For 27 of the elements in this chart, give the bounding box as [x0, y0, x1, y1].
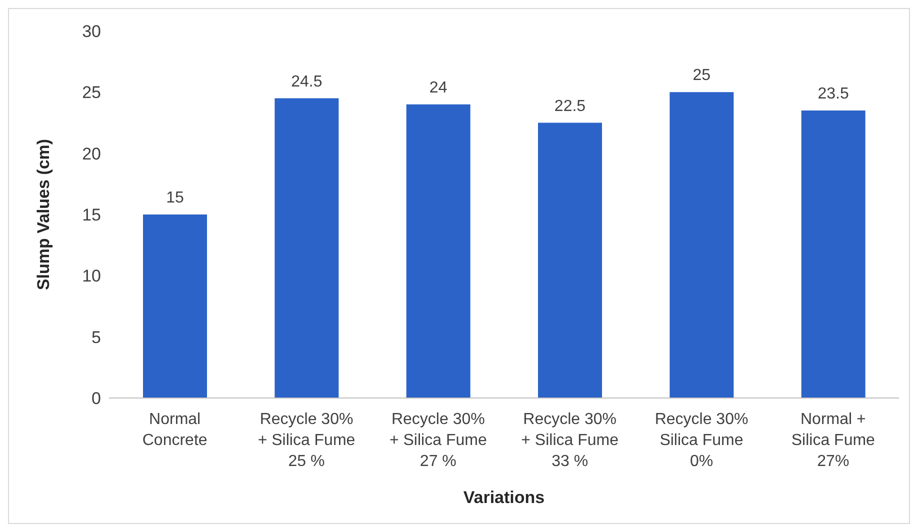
y-tick-label: 30	[82, 22, 101, 42]
x-tick-label: Recycle 30% Silica Fume 0%	[654, 411, 748, 470]
y-tick-label: 20	[82, 144, 101, 164]
y-tick-label: 15	[82, 206, 101, 225]
y-axis-title: Slump Values (cm)	[34, 138, 54, 290]
data-label: 24	[429, 79, 448, 96]
bar	[801, 110, 866, 398]
bar	[670, 92, 734, 398]
x-axis-title: Variations	[463, 488, 545, 507]
x-tick-label: Normal Concrete	[142, 411, 208, 449]
y-tick-label: 0	[92, 389, 101, 408]
x-tick-label: Normal + Silica Fume 27%	[791, 411, 876, 470]
bar	[406, 104, 470, 398]
x-tick-label: Recycle 30% + Silica Fume 27 %	[389, 411, 487, 470]
data-label: 24.5	[291, 73, 322, 90]
data-label: 25	[692, 67, 711, 84]
x-tick-label: Recycle 30% + Silica Fume 25 %	[258, 411, 356, 470]
bar	[538, 122, 602, 398]
y-tick-label: 10	[82, 266, 101, 286]
y-tick-label: 25	[82, 83, 101, 102]
bar	[143, 214, 207, 398]
data-label: 15	[166, 190, 184, 206]
x-tick-label: Recycle 30% + Silica Fume 33 %	[521, 411, 619, 470]
data-label: 23.5	[818, 86, 850, 103]
bar	[274, 98, 339, 398]
data-label: 22.5	[554, 98, 586, 115]
y-tick-label: 5	[92, 328, 101, 347]
